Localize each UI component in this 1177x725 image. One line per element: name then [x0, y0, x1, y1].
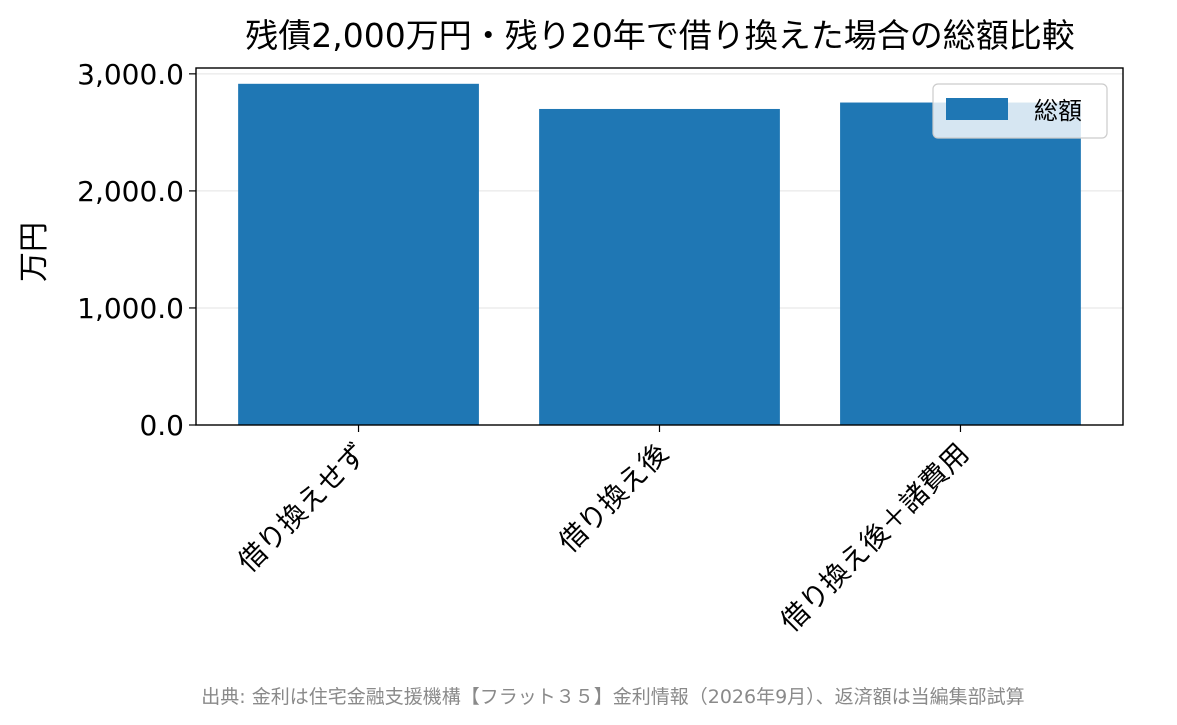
legend-swatch: [946, 98, 1008, 120]
y-axis: 0.0 1,000.0 2,000.0 3,000.0: [77, 58, 196, 442]
plot-area: 0.0 1,000.0 2,000.0 3,000.0 借り換えせず 借り換え後 借り換え…: [77, 58, 1124, 638]
y-tick-label: 0.0: [139, 409, 184, 442]
chart-title: 残債2,000万円・残り20年で借り換えた場合の総額比較: [245, 16, 1074, 55]
x-tick-label: 借り換えせず: [231, 437, 373, 579]
bar: [238, 83, 479, 425]
bar: [539, 108, 780, 425]
legend: 総額: [932, 83, 1108, 139]
source-note: 出典: 金利は住宅金融支援機構【フラット３５】金利情報（2026年9月）、返済額…: [201, 686, 1024, 708]
x-tick-label: 借り換え後＋諸費用: [774, 437, 976, 639]
bars: [238, 83, 1081, 425]
y-tick-label: 3,000.0: [77, 58, 184, 91]
y-tick-label: 1,000.0: [77, 292, 184, 325]
y-axis-label: 万円: [17, 222, 52, 282]
y-tick-label: 2,000.0: [77, 175, 184, 208]
x-tick-label: 借り換え後: [552, 437, 674, 559]
legend-label: 総額: [1034, 97, 1082, 125]
bar: [840, 102, 1081, 425]
x-axis: 借り換えせず 借り換え後 借り換え後＋諸費用: [231, 425, 975, 638]
legend-box: [932, 83, 1108, 139]
